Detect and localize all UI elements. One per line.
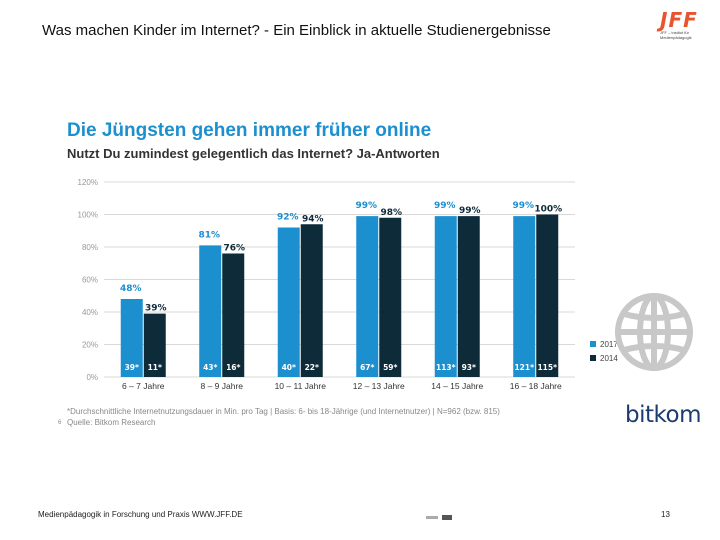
y-tick-label: 0% [86,373,98,382]
y-tick-label: 60% [82,276,98,285]
bar-2014 [457,216,480,377]
bar-2014 [222,253,245,377]
y-tick-label: 40% [82,308,98,317]
y-tick-label: 120% [78,178,98,187]
legend-swatch-2017 [590,341,596,347]
y-tick-label: 100% [78,211,98,220]
bar-2017 [513,216,536,377]
minutes-label: 39* [125,363,139,372]
bar-2017 [277,227,300,377]
minutes-label: 16* [226,363,240,372]
legend-swatch-2014 [590,355,596,361]
data-label: 92% [277,213,299,223]
slide-title-rest: - Ein Einblick in aktuelle Studienergebn… [259,22,551,39]
minutes-label: 115* [537,363,557,372]
data-label: 99% [434,201,456,211]
footer-text: Medienpädagogik in Forschung und Praxis … [38,510,243,519]
data-label: 81% [198,230,220,240]
minutes-label: 40* [282,363,296,372]
x-tick-label: 8 – 9 Jahre [200,381,243,391]
data-label: 39% [145,304,167,314]
chart-title: Die Jüngsten gehen immer früher online [67,120,432,141]
data-label: 48% [120,284,142,294]
data-label: 100% [534,205,562,215]
globe-icon [615,293,693,371]
footer-mark-icon [426,515,452,520]
minutes-label: 22* [305,363,319,372]
bar-2017 [356,216,379,377]
x-tick-label: 14 – 15 Jahre [431,381,483,391]
bar-2014 [143,313,166,377]
slide-title-main: Was machen Kinder im Internet? [42,22,260,39]
bar-2017 [434,216,457,377]
bitkom-logo: bitkom [625,402,701,428]
bar-2017 [199,245,222,377]
chart-subtitle: Nutzt Du zumindest gelegentlich das Inte… [67,146,440,161]
slide-title: Was machen Kinder im Internet? - Ein Ein… [42,22,551,39]
x-tick-label: 12 – 13 Jahre [353,381,405,391]
y-tick-label: 80% [82,243,98,252]
minutes-label: 113* [436,363,456,372]
y-tick-label: 20% [82,341,98,350]
data-label: 99% [459,206,481,216]
data-label: 99% [355,201,377,211]
bar-2014 [300,224,323,377]
chart-footnote: *Durchschnittliche Internetnutzungsdauer… [67,407,500,416]
data-label: 98% [380,208,402,218]
data-label: 76% [223,244,245,254]
x-tick-label: 10 – 11 Jahre [275,381,327,391]
x-tick-label: 16 – 18 Jahre [510,381,562,391]
jff-logo-sub-1: JFF – Institut für [660,30,689,35]
minutes-label: 93* [462,363,476,372]
minutes-label: 43* [203,363,217,372]
jff-logo: JFF JFF – Institut für Medienpädagogik [660,10,710,50]
legend-label: 2014 [600,354,618,363]
data-label: 99% [512,201,534,211]
page-number: 13 [661,510,670,519]
bar-2014 [536,214,559,377]
bar-2017 [120,299,143,377]
page-marker: 6 [58,420,62,426]
x-tick-label: 6 – 7 Jahre [122,381,165,391]
minutes-label: 67* [360,363,374,372]
minutes-label: 59* [383,363,397,372]
chart-source: Quelle: Bitkom Research [67,418,156,427]
jff-logo-sub-2: Medienpädagogik [660,35,692,40]
data-label: 94% [302,214,324,224]
minutes-label: 121* [514,363,534,372]
minutes-label: 11* [148,363,162,372]
legend-label: 2017 [600,340,618,349]
bar-2014 [379,217,402,377]
jff-logo-text: JFF [660,8,698,32]
